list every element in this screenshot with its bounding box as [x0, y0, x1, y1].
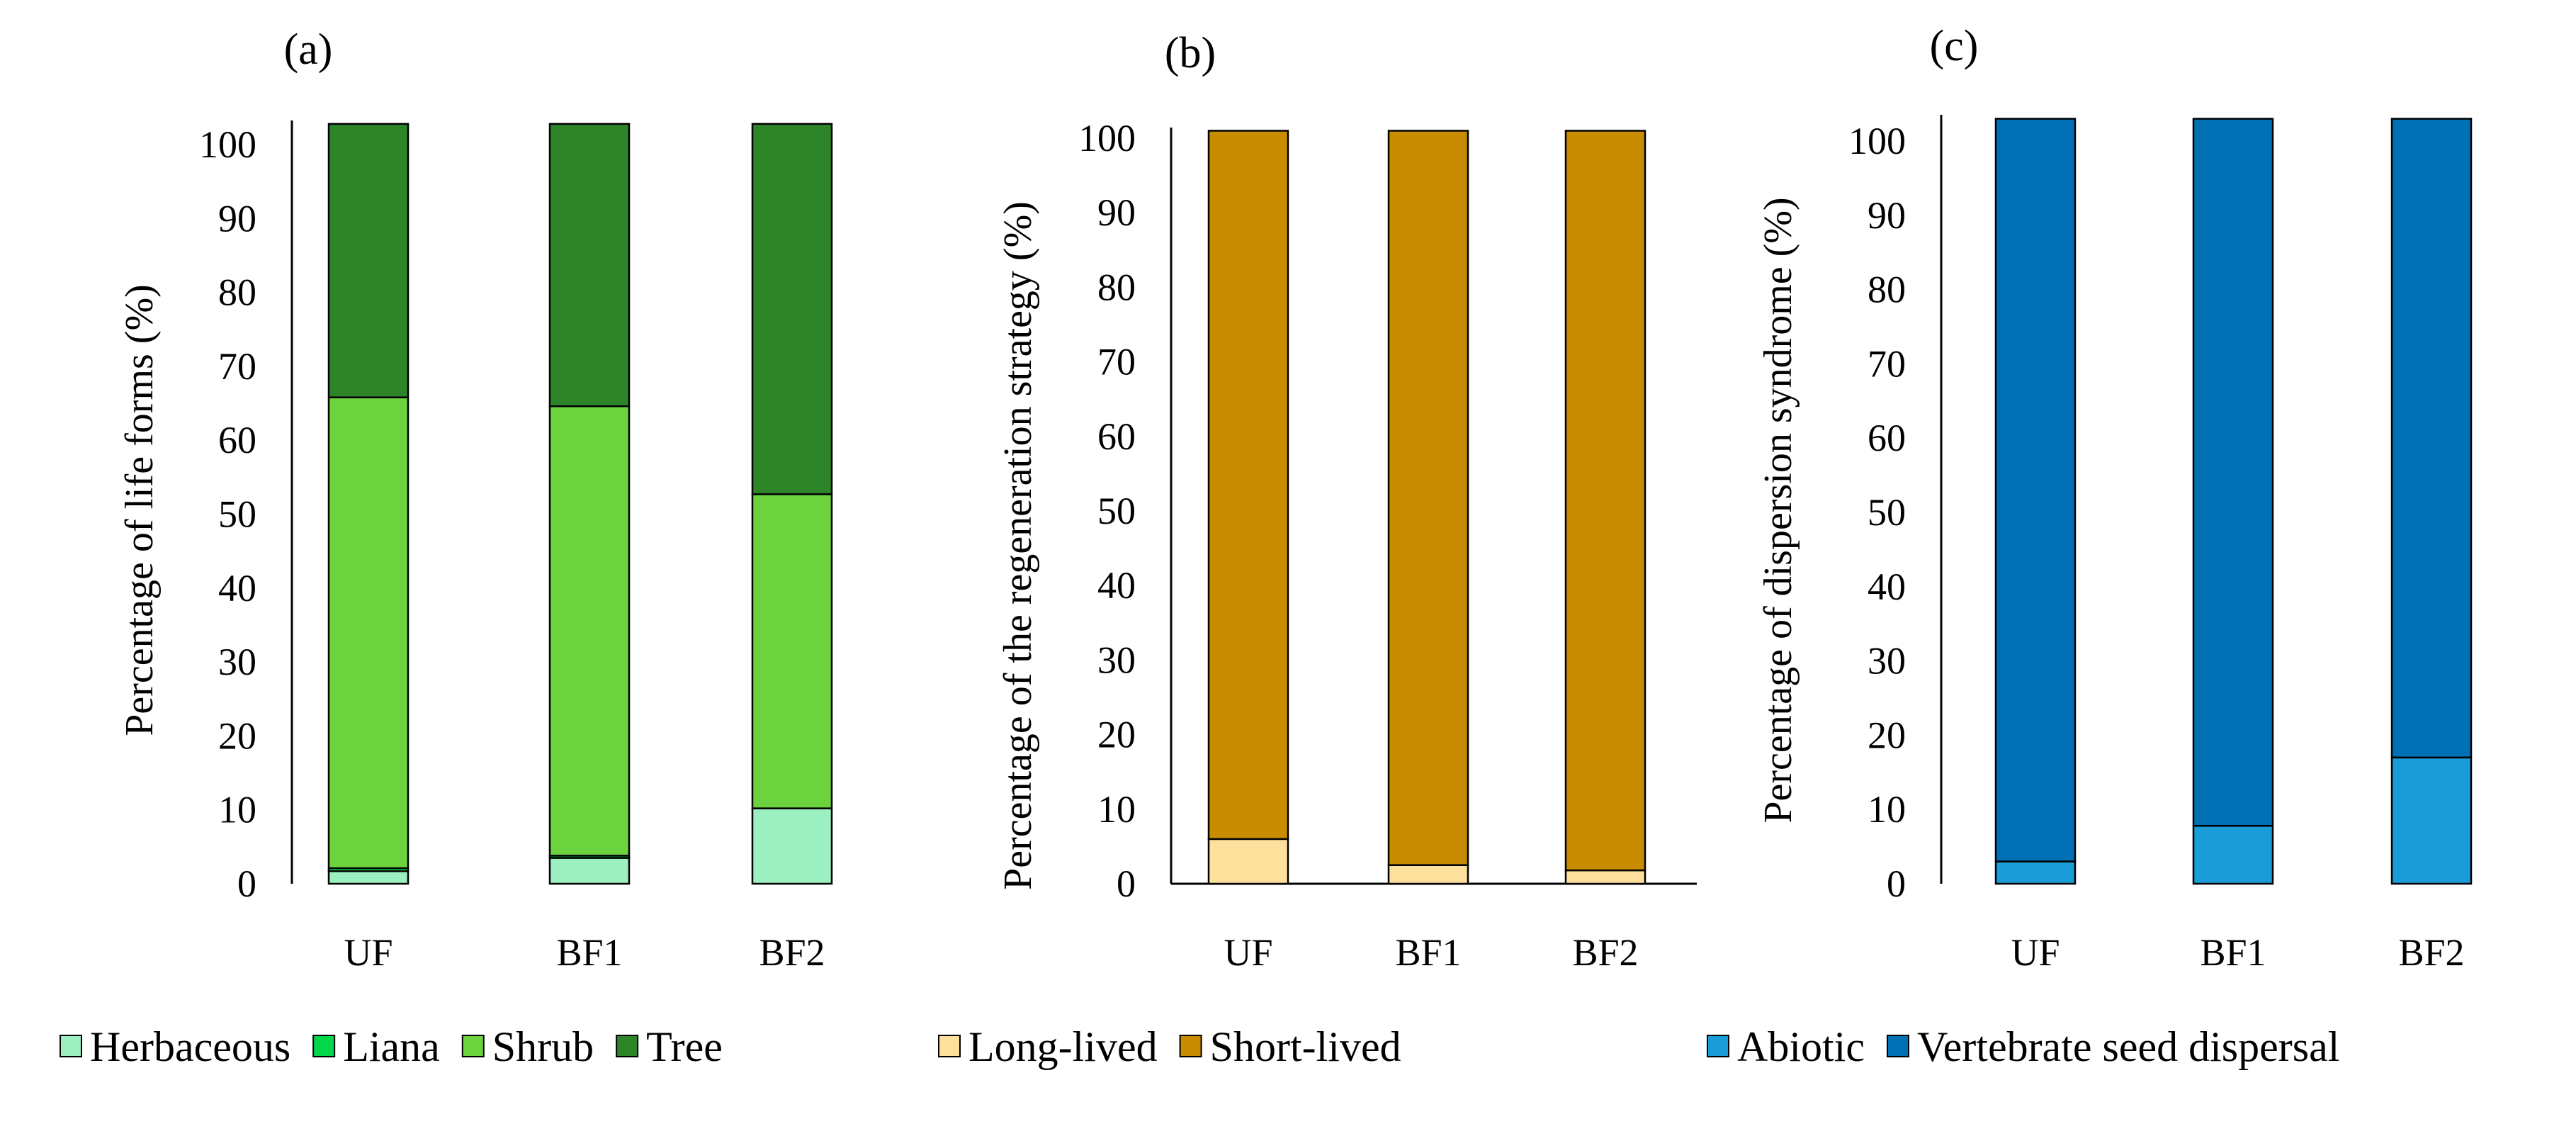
y-tick-label: 50: [1097, 490, 1136, 532]
y-tick-label: 90: [218, 197, 256, 240]
bar-abiotic: [1994, 860, 2077, 885]
x-tick-label: BF2: [2398, 931, 2464, 974]
legend-swatch-shrub: [461, 1035, 485, 1057]
bar-herbaceous: [548, 857, 631, 885]
legend-label-long-lived: Long-lived: [968, 1023, 1158, 1070]
bar-shrub: [751, 493, 833, 809]
bar-long-lived: [1564, 869, 1646, 885]
y-tick-label: 30: [1868, 640, 1906, 682]
legend-swatch-abiotic: [1707, 1035, 1729, 1057]
y-tick-label: 0: [1887, 862, 1906, 905]
y-tick-label: 30: [1097, 639, 1136, 681]
x-tick-label: BF1: [1395, 931, 1461, 974]
legend-label-liana: Liana: [343, 1023, 440, 1070]
y-tick-label: 20: [1097, 714, 1136, 756]
legend-swatch-short-lived: [1179, 1035, 1202, 1057]
y-tick-label: 100: [1848, 120, 1906, 162]
legend-swatch-long-lived: [938, 1035, 961, 1057]
y-tick-label: 10: [1097, 788, 1136, 831]
y-tick-label: 50: [1868, 491, 1906, 534]
legend-b: Long-lived Short-lived: [938, 1023, 1401, 1070]
y-tick-label: 30: [218, 641, 256, 683]
y-tick-label: 70: [218, 345, 256, 388]
bar-herbaceous: [327, 870, 409, 885]
y-tick-label: 90: [1097, 191, 1136, 234]
panel-label: (c): [1930, 22, 1979, 70]
x-tick-label: UF: [344, 931, 392, 974]
legend-swatch-herbaceous: [60, 1035, 82, 1057]
bar-short-lived: [1207, 130, 1289, 841]
chart-panel-b: (b) 0 10 20 30 40 50 60 70 80 90 100 Percentage of t…: [996, 29, 1697, 974]
legend-c: Abiotic Vertebrate seed dispersal: [1707, 1023, 2339, 1070]
y-tick-label: 80: [1868, 269, 1906, 311]
chart-panel-c: (c) 0 10 20 30 40 50 60 70 80 90 100 Percentage of d…: [1756, 22, 2473, 974]
y-tick-label: 10: [1868, 788, 1906, 831]
y-tick-label: 20: [218, 714, 256, 757]
legend-label-shrub: Shrub: [492, 1023, 594, 1070]
bar-shrub: [548, 405, 631, 857]
y-tick-label: 60: [1868, 417, 1906, 459]
bar-herbaceous: [751, 807, 833, 885]
y-tick-label: 20: [1868, 714, 1906, 756]
y-tick-label: 0: [1117, 862, 1136, 905]
bar-shrub: [327, 396, 409, 870]
legend-swatch-tree: [616, 1035, 639, 1057]
bar-short-lived: [1387, 130, 1469, 866]
y-tick-label: 70: [1868, 342, 1906, 385]
legend-a: Herbaceous Liana Shrub Tree: [60, 1023, 723, 1070]
y-tick-label: 40: [218, 567, 256, 609]
bar-abiotic: [2390, 756, 2473, 885]
panel-label: (a): [284, 26, 333, 74]
y-axis-label: Percentage of life forms (%): [118, 284, 162, 736]
y-axis-label: Percentage of dispersion syndrome (%): [1756, 197, 1800, 823]
bar-long-lived: [1387, 864, 1469, 885]
panel-label: (b): [1165, 29, 1216, 77]
y-tick-label: 60: [218, 419, 256, 461]
y-tick-label: 80: [1097, 266, 1136, 308]
x-tick-label: UF: [2011, 931, 2060, 974]
x-tick-label: BF2: [759, 931, 825, 974]
bar-vertebrate-seed-dispersal: [2192, 118, 2274, 827]
y-tick-label: 50: [218, 493, 256, 536]
legend-label-vertebrate-seed-dispersal: Vertebrate seed dispersal: [1917, 1023, 2339, 1070]
y-tick-label: 40: [1868, 566, 1906, 608]
x-tick-label: BF1: [556, 931, 622, 974]
legend-label-abiotic: Abiotic: [1737, 1023, 1865, 1070]
legend-label-tree: Tree: [646, 1023, 723, 1070]
legend-label-herbaceous: Herbaceous: [90, 1023, 290, 1070]
bar-vertebrate-seed-dispersal: [2390, 118, 2473, 759]
y-axis-label: Percentage of the regeneration strategy …: [996, 201, 1040, 890]
y-tick-label: 40: [1097, 564, 1136, 607]
legend-label-short-lived: Short-lived: [1210, 1023, 1401, 1070]
legend-swatch-vertebrate-seed-dispersal: [1886, 1035, 1909, 1057]
x-tick-label: BF1: [2200, 931, 2266, 974]
bar-vertebrate-seed-dispersal: [1994, 118, 2077, 862]
chart-panel-a: (a) 0 10 20 30 40 50 60 70 80 90 100 Percentage of l…: [118, 26, 833, 974]
y-tick-label: 70: [1097, 341, 1136, 383]
bar-abiotic: [2192, 825, 2274, 885]
x-tick-label: BF2: [1572, 931, 1638, 974]
y-tick-label: 90: [1868, 194, 1906, 237]
bar-tree: [548, 123, 631, 408]
y-tick-label: 80: [218, 271, 256, 314]
y-tick-label: 100: [199, 123, 256, 166]
y-tick-label: 10: [218, 789, 256, 831]
y-tick-label: 100: [1078, 117, 1136, 159]
bar-short-lived: [1564, 130, 1646, 872]
y-tick-label: 0: [237, 862, 256, 905]
legend-swatch-liana: [312, 1035, 336, 1057]
x-tick-label: UF: [1224, 931, 1272, 974]
bar-long-lived: [1207, 838, 1289, 885]
bar-tree: [327, 123, 409, 398]
y-tick-label: 60: [1097, 415, 1136, 458]
bar-tree: [751, 123, 833, 495]
